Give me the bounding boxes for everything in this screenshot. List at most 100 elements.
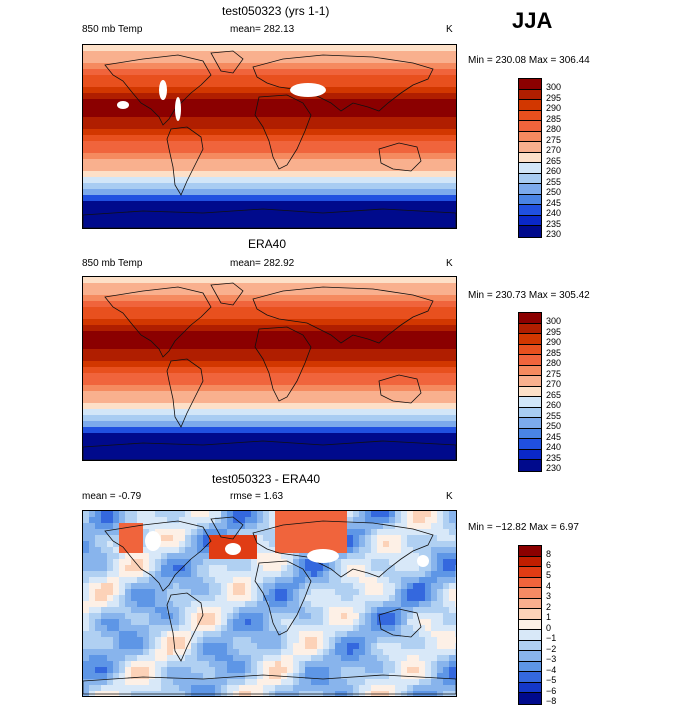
map-cell xyxy=(377,457,384,460)
map-cell xyxy=(149,213,156,220)
map-cell xyxy=(377,415,384,422)
map-cell xyxy=(395,307,402,314)
map-cell xyxy=(353,349,360,356)
map-cell xyxy=(113,283,120,290)
map-cell xyxy=(299,57,306,64)
map-cell xyxy=(89,397,96,404)
map-cell xyxy=(149,75,156,82)
map-cell xyxy=(245,307,252,314)
map-cell xyxy=(347,553,354,560)
map-cell xyxy=(311,295,318,302)
map-cell xyxy=(83,337,90,344)
map-cell xyxy=(293,307,300,314)
map-cell xyxy=(209,355,216,362)
colorbar-tick-label: 265 xyxy=(546,389,562,400)
map-cell xyxy=(317,51,324,58)
map-cell xyxy=(323,337,330,344)
map-cell xyxy=(191,385,198,392)
map-cell xyxy=(455,379,456,386)
map-cell xyxy=(263,277,270,284)
map-cell xyxy=(293,171,300,178)
map-cell xyxy=(197,559,204,566)
map-cell xyxy=(275,219,282,226)
map-cell xyxy=(89,541,96,548)
map-cell xyxy=(83,201,90,208)
map-cell xyxy=(377,361,384,368)
map-cell xyxy=(449,87,456,94)
map-cell xyxy=(401,295,408,302)
map-cell xyxy=(401,51,408,58)
map-cell xyxy=(239,541,246,548)
map-cell xyxy=(317,325,324,332)
map-cell xyxy=(305,289,312,296)
map-cell xyxy=(449,81,456,88)
map-cell xyxy=(413,213,420,220)
map-cell xyxy=(215,147,222,154)
map-cell xyxy=(263,589,270,596)
map-cell xyxy=(305,45,312,52)
map-cell xyxy=(287,445,294,452)
map-cell xyxy=(371,391,378,398)
map-cell xyxy=(371,385,378,392)
map-cell xyxy=(443,129,450,136)
map-cell xyxy=(251,451,258,458)
map-cell xyxy=(233,331,240,338)
map-cell xyxy=(83,409,90,416)
map-cell xyxy=(449,105,456,112)
map-cell xyxy=(221,57,228,64)
map-cell xyxy=(275,177,282,184)
map-cell xyxy=(299,277,306,284)
map-cell xyxy=(227,349,234,356)
map-cell xyxy=(293,553,300,560)
map-cell xyxy=(83,105,90,112)
map-cell xyxy=(113,385,120,392)
map-cell xyxy=(269,445,276,452)
map-cell xyxy=(443,57,450,64)
map-cell xyxy=(83,529,90,536)
map-cell xyxy=(107,589,114,596)
map-cell xyxy=(173,361,180,368)
map-cell xyxy=(317,313,324,320)
map-cell xyxy=(431,219,438,226)
map-cell xyxy=(377,51,384,58)
map-cell xyxy=(335,379,342,386)
map-cell xyxy=(185,343,192,350)
map-cell xyxy=(395,529,402,536)
map-cell xyxy=(173,177,180,184)
map-cell xyxy=(233,75,240,82)
map-cell xyxy=(149,219,156,226)
map-cell xyxy=(407,433,414,440)
map-cell xyxy=(179,277,186,284)
map-cell xyxy=(335,589,342,596)
map-cell xyxy=(209,63,216,70)
map-cell xyxy=(215,601,222,608)
map-cell xyxy=(137,105,144,112)
coastline xyxy=(254,326,312,402)
map-cell xyxy=(143,355,150,362)
map-cell xyxy=(317,141,324,148)
map-cell xyxy=(347,373,354,380)
map-cell xyxy=(245,547,252,554)
map-cell xyxy=(275,601,282,608)
map-cell xyxy=(179,117,186,124)
map-cell xyxy=(101,343,108,350)
map-cell xyxy=(167,45,174,52)
map-cell xyxy=(437,213,444,220)
map-cell xyxy=(125,457,132,460)
map-cell xyxy=(425,391,432,398)
map-cell xyxy=(197,99,204,106)
map-cell xyxy=(203,99,210,106)
map-cell xyxy=(359,517,366,524)
map-cell xyxy=(371,69,378,76)
map-cell xyxy=(173,213,180,220)
map-cell xyxy=(437,295,444,302)
map-cell xyxy=(161,183,168,190)
map-cell xyxy=(173,517,180,524)
map-cell xyxy=(83,117,90,124)
map-cell xyxy=(173,117,180,124)
map-cell xyxy=(365,117,372,124)
map-cell xyxy=(107,559,114,566)
map-cell xyxy=(401,331,408,338)
map-cell xyxy=(341,225,348,228)
map-cell xyxy=(233,189,240,196)
